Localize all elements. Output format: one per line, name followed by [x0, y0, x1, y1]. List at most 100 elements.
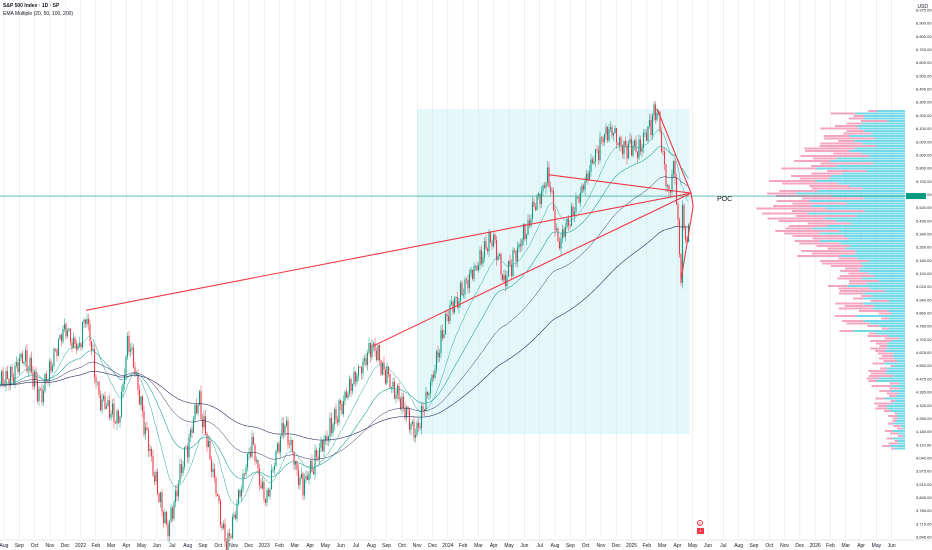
volume-profile-bar-up [841, 172, 905, 175]
event-badge[interactable]: 1 [697, 528, 704, 534]
candle-body [677, 204, 679, 220]
candle-body [482, 257, 484, 264]
price-axis-label: 4,860.00 [916, 311, 932, 316]
volume-profile-bar-up [891, 312, 905, 315]
volume-profile-bar-down [880, 367, 888, 370]
volume-profile-bar-down [834, 125, 857, 127]
volume-profile-bar-down [778, 220, 836, 222]
candle-body [170, 507, 172, 522]
candle-body [497, 256, 499, 260]
candle-body [374, 343, 376, 351]
candle-body [623, 141, 625, 155]
candle-body [12, 377, 15, 384]
volume-profile-bar-up [860, 267, 905, 270]
symbol-title[interactable]: S&P 500 Index · 1D · SP [3, 3, 60, 9]
volume-profile-bar-down [886, 437, 893, 440]
earnings-event-icon[interactable]: E [697, 520, 703, 526]
volume-profile-bar-up [846, 202, 905, 205]
volume-profile-bar-down [877, 405, 887, 407]
candle-body [144, 427, 147, 435]
volume-profile-bar-up [843, 235, 905, 237]
volume-profile-bar-down [888, 395, 896, 397]
candle-body [516, 247, 519, 262]
candle-body [584, 181, 586, 190]
candle-body [621, 145, 624, 155]
volume-profile-bar-down [839, 290, 885, 292]
candle-body [432, 374, 435, 378]
candle-body [339, 400, 342, 405]
volume-profile-bar-up [890, 410, 905, 412]
candle-body [27, 370, 30, 372]
candle-body [333, 409, 336, 425]
volume-profile-bar-down [875, 342, 888, 345]
candle-body [314, 450, 316, 475]
candle-body [668, 185, 670, 191]
time-axis-label: May [137, 543, 147, 549]
volume-profile-bar-down [867, 335, 889, 337]
time-axis-label: Nov [45, 543, 54, 549]
candle-body [650, 119, 652, 136]
price-axis-label: 5,520.00 [916, 205, 932, 210]
candle-body [296, 461, 298, 471]
price-axis-label: 4,700.00 [916, 337, 932, 342]
candle-body [96, 381, 99, 383]
volume-profile-bar-down [868, 332, 877, 335]
candle-body [636, 151, 639, 158]
volume-profile-bar-up [836, 165, 905, 167]
indicator-legend[interactable]: EMA Multiple (20, 50, 100, 200) [3, 11, 74, 17]
price-axis-label: 5,180.00 [916, 258, 932, 263]
volume-profile-bar-up [856, 125, 905, 127]
volume-profile-bar-down [888, 422, 894, 425]
price-axis-label: 4,250.00 [916, 416, 932, 421]
time-axis-label: Apr [490, 543, 498, 549]
volume-profile-bar-down [874, 402, 892, 405]
price-axis-label: 6,900.00 [916, 21, 932, 26]
volume-profile-bar-up [855, 250, 905, 252]
candle-body [555, 228, 558, 230]
volume-profile-bar-up [815, 167, 905, 170]
candle-body [654, 104, 657, 120]
time-axis-label: Aug [0, 543, 9, 549]
volume-profile-bar-up [849, 135, 905, 137]
volume-profile-bar-up [874, 275, 905, 277]
candle-body [347, 393, 349, 398]
candle-body [504, 275, 507, 287]
candle-body [495, 240, 498, 260]
time-axis-label: Oct [31, 543, 39, 549]
candle-body [393, 381, 396, 399]
candle-body [245, 467, 247, 475]
candle-body [291, 439, 294, 452]
volume-profile-bar-up [817, 190, 905, 192]
candle-body [219, 500, 222, 526]
volume-profile-bar-down [767, 217, 825, 220]
volume-profile-bar-down [792, 202, 847, 205]
candle-body [600, 137, 603, 139]
volume-profile-bar-down [891, 447, 895, 450]
candle-body [342, 400, 345, 414]
candle-body [68, 328, 70, 331]
candle-body [98, 381, 100, 395]
time-axis-label: May [504, 543, 514, 549]
candle-body [95, 377, 97, 383]
volume-profile-bar-down [870, 347, 888, 350]
price-axis-label: 3,975.00 [916, 469, 932, 474]
time-axis-label: Oct [214, 543, 222, 549]
candle-body [474, 266, 477, 267]
volume-profile-bar-down [846, 122, 862, 125]
candle-body [461, 282, 463, 296]
candle-body [633, 140, 636, 146]
candle-body [444, 314, 447, 335]
candle-body [653, 104, 655, 116]
volume-profile-bar-down [881, 355, 893, 357]
time-axis-label: Sep [566, 543, 575, 549]
volume-profile-bar-down [820, 127, 859, 130]
candle-body [609, 127, 612, 130]
candle-body [683, 205, 685, 229]
candle-body [573, 211, 576, 216]
volume-profile-bar-up [897, 417, 905, 420]
candle-body [477, 264, 480, 271]
candle-body [155, 471, 157, 482]
candle-body [111, 403, 114, 414]
volume-profile-bar-up [892, 437, 905, 440]
